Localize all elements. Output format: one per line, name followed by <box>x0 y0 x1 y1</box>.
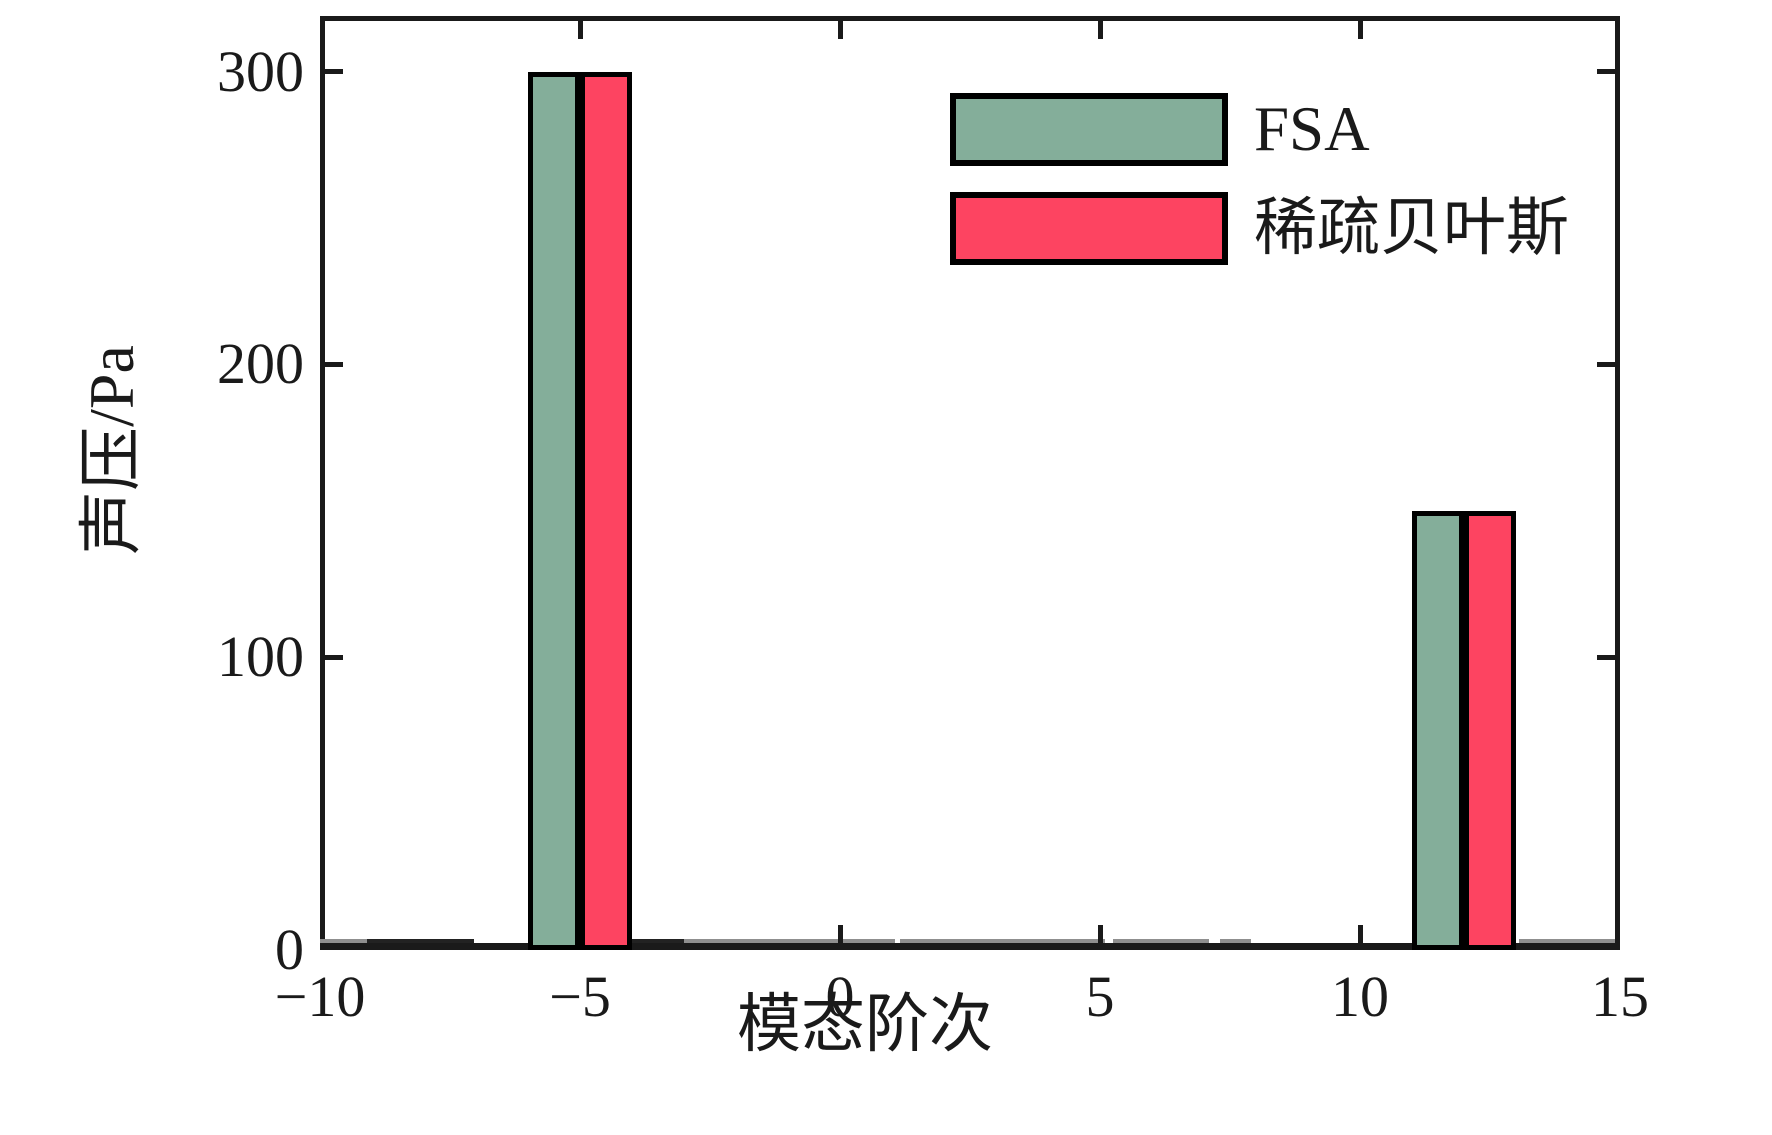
legend-entry: FSA <box>950 93 1370 166</box>
near-zero-bar-strip <box>900 939 1105 943</box>
legend-label: FSA <box>1254 94 1370 164</box>
bar-稀疏贝叶斯-x12 <box>1464 511 1516 950</box>
bar-FSA-x-5 <box>528 72 580 950</box>
y-tick-label: 100 <box>217 624 304 689</box>
y-tick-label: 200 <box>217 331 304 396</box>
x-tick-label: −5 <box>549 964 611 1029</box>
y-axis-tick-left <box>325 655 343 660</box>
near-zero-bar-strip <box>1519 939 1615 943</box>
legend-swatch-稀疏贝叶斯 <box>950 192 1228 265</box>
x-axis-tick-top <box>838 21 843 39</box>
legend-swatch-FSA <box>950 93 1228 166</box>
near-zero-bar-strip <box>1220 939 1251 943</box>
x-tick-label: 0 <box>825 964 855 1029</box>
x-axis-label: 模态阶次 <box>737 989 993 1060</box>
near-zero-bar-strip <box>632 939 684 943</box>
plot-box <box>320 16 1620 950</box>
x-axis-tick-bottom <box>838 925 843 943</box>
x-axis-tick-bottom <box>1358 925 1363 943</box>
x-axis-tick-top <box>1358 21 1363 39</box>
y-tick-label: 300 <box>217 39 304 104</box>
bar-稀疏贝叶斯-x-5 <box>580 72 632 950</box>
y-axis-tick-right <box>1597 655 1615 660</box>
y-axis-tick-left <box>325 69 343 74</box>
x-tick-label: 15 <box>1591 964 1649 1029</box>
x-axis-tick-top <box>578 21 583 39</box>
x-tick-label: 5 <box>1085 964 1115 1029</box>
legend-entry: 稀疏贝叶斯 <box>950 192 1569 265</box>
y-axis-label: 声压/Pa <box>76 345 147 555</box>
legend-label: 稀疏贝叶斯 <box>1254 193 1569 263</box>
y-tick-label: 0 <box>275 917 304 982</box>
near-zero-bar-strip <box>320 939 367 943</box>
near-zero-bar-strip <box>367 939 474 943</box>
x-tick-label: 10 <box>1331 964 1389 1029</box>
x-tick-label: −10 <box>274 964 366 1029</box>
near-zero-bar-strip <box>684 939 895 943</box>
x-axis-tick-top <box>1098 21 1103 39</box>
y-axis-tick-right <box>1597 69 1615 74</box>
x-axis-tick-bottom <box>1098 925 1103 943</box>
y-axis-tick-right <box>1597 362 1615 367</box>
y-axis-tick-left <box>325 362 343 367</box>
near-zero-bar-strip <box>1113 939 1209 943</box>
bar-FSA-x12 <box>1412 511 1464 950</box>
